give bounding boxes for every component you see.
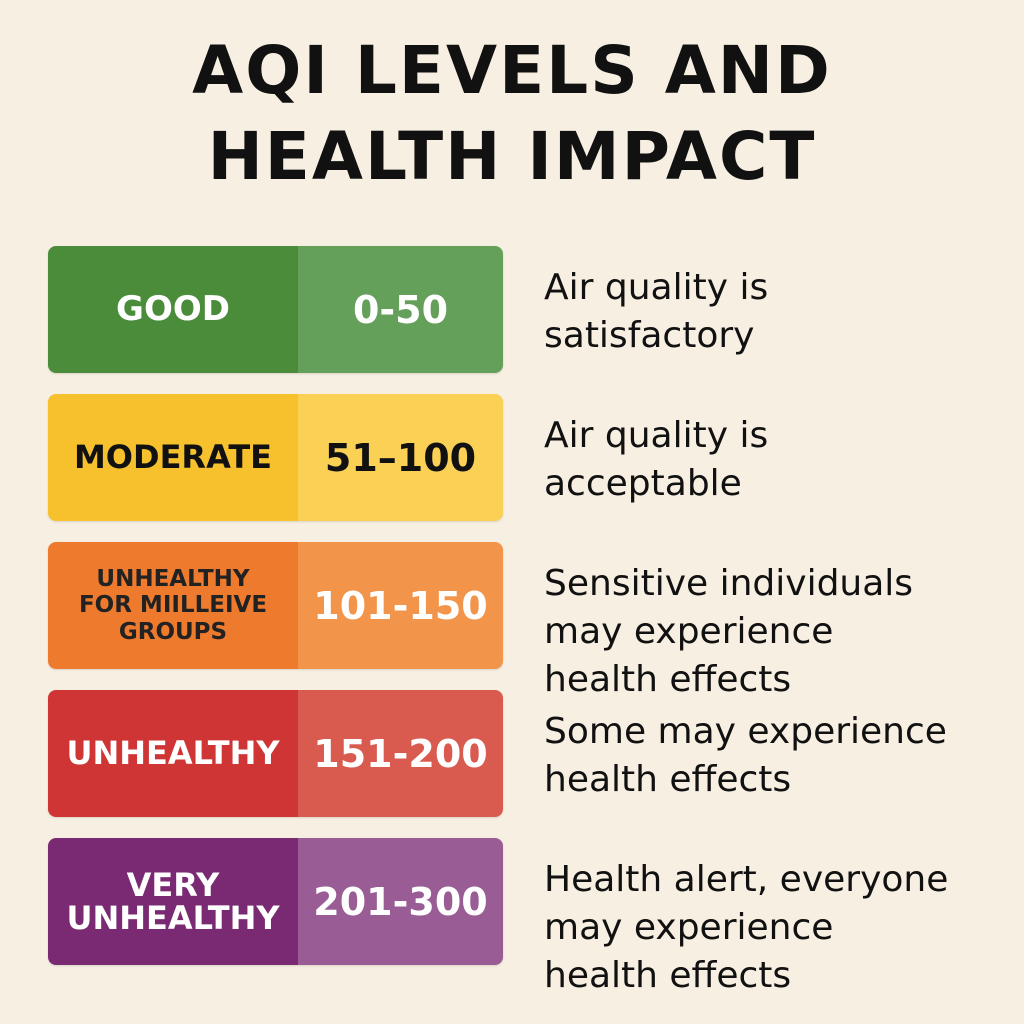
level-badge: MODERATE 51–100 <box>48 394 503 521</box>
level-range: 101-150 <box>298 542 503 669</box>
level-badge: VERY UNHEALTHY 201-300 <box>48 838 503 965</box>
level-label: UNHEALTHY FOR MIILLEIVE GROUPS <box>48 542 298 669</box>
level-description: Air quality is satisfactory <box>544 267 769 356</box>
title-line-1: AQI LEVELS AND <box>192 32 832 109</box>
aqi-level-unhealthy: UNHEALTHY 151-200 Some may experience he… <box>48 690 988 817</box>
level-description: Sensitive individuals may experience hea… <box>544 563 914 700</box>
level-label: GOOD <box>48 246 298 373</box>
level-label: UNHEALTHY <box>48 690 298 817</box>
level-description: Health alert, everyone may experience he… <box>544 859 949 996</box>
level-range: 151-200 <box>298 690 503 817</box>
aqi-level-good: GOOD 0-50 Air quality is satisfactory <box>48 246 988 373</box>
level-description: Some may experience health effects <box>544 711 947 800</box>
level-label: VERY UNHEALTHY <box>48 838 298 965</box>
level-range: 51–100 <box>298 394 503 521</box>
level-badge: UNHEALTHY 151-200 <box>48 690 503 817</box>
level-badge: GOOD 0-50 <box>48 246 503 373</box>
aqi-level-very-unhealthy: VERY UNHEALTHY 201-300 Health alert, eve… <box>48 838 988 996</box>
title-line-2: HEALTH IMPACT <box>207 118 817 195</box>
level-description: Air quality is acceptable <box>544 415 769 504</box>
level-label: MODERATE <box>48 394 298 521</box>
aqi-level-moderate: MODERATE 51–100 Air quality is acceptabl… <box>48 394 988 521</box>
aqi-levels-list: GOOD 0-50 Air quality is satisfactory MO… <box>48 246 988 996</box>
aqi-level-unhealthy-sensitive: UNHEALTHY FOR MIILLEIVE GROUPS 101-150 S… <box>48 542 988 700</box>
level-range: 0-50 <box>298 246 503 373</box>
level-range: 201-300 <box>298 838 503 965</box>
level-badge: UNHEALTHY FOR MIILLEIVE GROUPS 101-150 <box>48 542 503 669</box>
page-title: AQI LEVELS AND HEALTH IMPACT <box>0 28 1024 200</box>
